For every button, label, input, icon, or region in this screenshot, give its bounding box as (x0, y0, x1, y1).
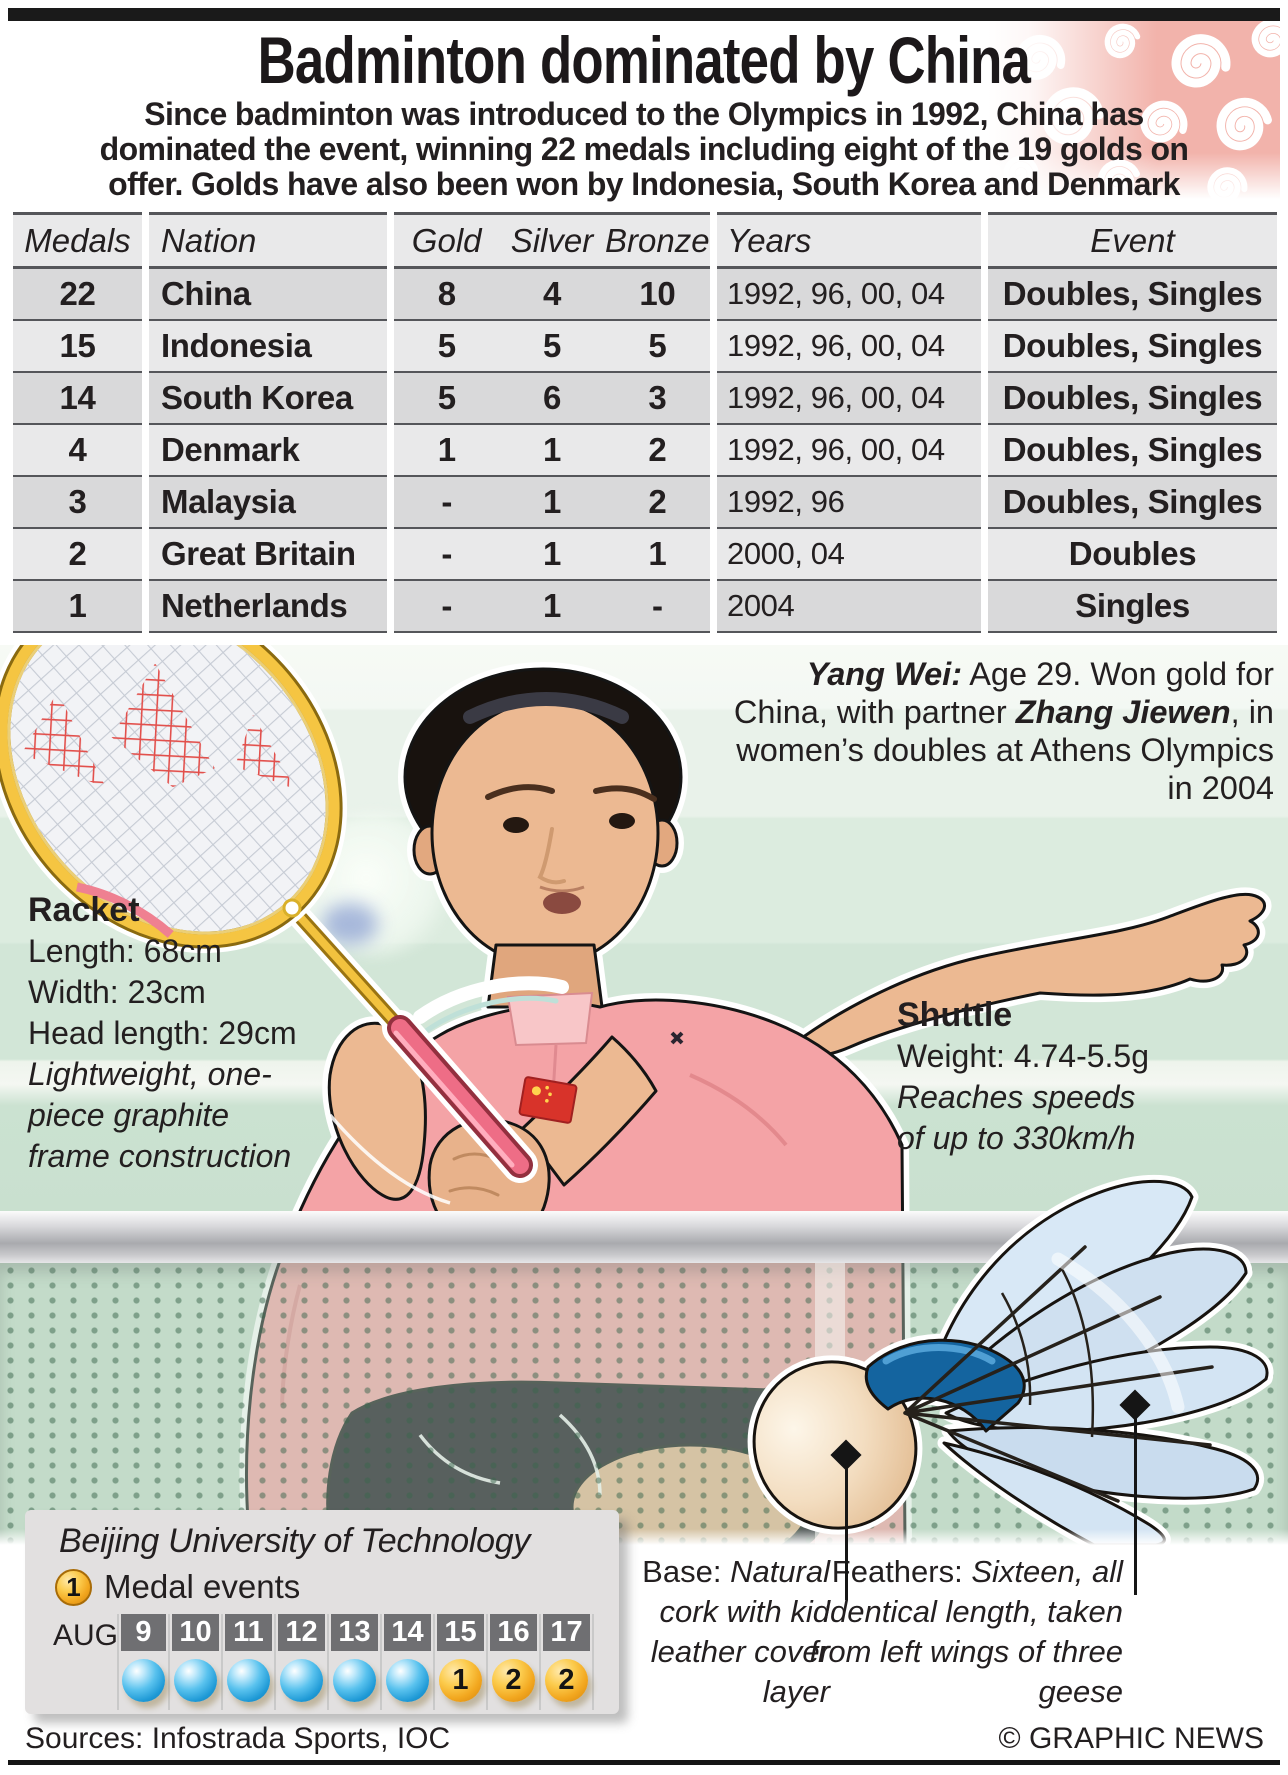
table-cell: 1992, 96, 00, 04 (717, 269, 981, 321)
player-name: Yang Wei: (806, 656, 963, 692)
table-header-nation: Nation (149, 212, 387, 269)
play-day-ball (174, 1658, 217, 1702)
table-cell: 15 (13, 321, 142, 373)
swirl-fade-bottom (988, 21, 1280, 199)
table-cell: 1992, 96 (717, 477, 981, 529)
medal-event-icon: 1 (55, 1568, 92, 1606)
medal-table: Medals Nation Gold Silver Bronze Years E… (13, 212, 1277, 633)
table-cell: Indonesia (149, 321, 387, 373)
feathers-leader-line (1134, 1405, 1137, 1595)
table-cell: 4 (13, 425, 142, 477)
bottom-rule (8, 1760, 1280, 1765)
play-day-ball (333, 1658, 376, 1702)
play-day-ball (280, 1658, 323, 1702)
table-cell: 2004 (717, 581, 981, 633)
venue-name: Beijing University of Technology (59, 1522, 531, 1560)
table-cell: South Korea (149, 373, 387, 425)
play-day-ball (386, 1658, 429, 1702)
intro-line: Since badminton was introduced to the Ol… (144, 96, 1144, 132)
table-cell: 1 (13, 581, 142, 633)
table-header-bronze: Bronze (605, 222, 710, 259)
table-cell: 2000, 04 (717, 529, 981, 581)
play-day-ball (227, 1658, 270, 1702)
table-cell: Doubles, Singles (988, 321, 1277, 373)
credit-text: © GRAPHIC NEWS (998, 1722, 1264, 1755)
month-label: AUG (53, 1619, 119, 1652)
intro-line: dominated the event, winning 22 medals i… (99, 131, 1189, 167)
intro-text: Since badminton was introduced to the Ol… (8, 97, 1280, 202)
table-header-silver: Silver (510, 222, 594, 259)
base-caption: Base: Natural cork with kid leather cove… (642, 1554, 830, 1709)
table-cell: Doubles, Singles (988, 477, 1277, 529)
table-cell: Netherlands (149, 581, 387, 633)
calendar-day: 11 (223, 1614, 276, 1710)
table-cell: 8 4 10 (394, 269, 710, 321)
medal-day-ball: 2 (492, 1658, 535, 1702)
table-header-gold: Gold (411, 222, 482, 259)
calendar-day: 17 2 (541, 1614, 594, 1710)
play-day-ball (122, 1658, 165, 1702)
racket-label: Racket Length: 68cm Width: 23cm Head len… (28, 890, 318, 1177)
table-cell: 22 (13, 269, 142, 321)
partner-name: Zhang Jiewen (1015, 694, 1231, 730)
sources-text: Sources: Infostrada Sports, IOC (25, 1722, 451, 1755)
table-cell: Singles (988, 581, 1277, 633)
player-caption: Yang Wei: Age 29. Won gold for China, wi… (733, 656, 1274, 806)
medal-events-legend: 1 Medal events (55, 1568, 300, 1606)
table-cell: Great Britain (149, 529, 387, 581)
racket-illustration (0, 645, 538, 1183)
racket-label-title: Racket (28, 891, 140, 929)
table-header-event: Event (988, 212, 1277, 269)
table-cell: 14 (13, 373, 142, 425)
table-cell: -1- (394, 581, 710, 633)
page-title-text: Badminton dominated by China (257, 23, 1031, 97)
table-cell: Doubles, Singles (988, 425, 1277, 477)
table-cell: 1992, 96, 00, 04 (717, 321, 981, 373)
table-cell: Denmark (149, 425, 387, 477)
table-cell: Doubles (988, 529, 1277, 581)
china-flag-patch (518, 1076, 578, 1124)
shuttle-label-title: Shuttle (897, 996, 1013, 1034)
table-cell: 1992, 96, 00, 04 (717, 373, 981, 425)
calendar-day: 15 1 (435, 1614, 488, 1710)
table-cell: Doubles, Singles (988, 373, 1277, 425)
calendar-day: 9 (117, 1614, 170, 1710)
top-rule (8, 8, 1280, 21)
intro-line: offer. Golds have also been won by Indon… (108, 166, 1180, 202)
table-header-medals: Medals (13, 212, 142, 269)
calendar-days: 9 10 11 12 13 (117, 1614, 594, 1710)
table-cell: 2 (13, 529, 142, 581)
table-cell: 1992, 96, 00, 04 (717, 425, 981, 477)
cloud-swirl-decoration (988, 21, 1280, 199)
calendar-day: 16 2 (488, 1614, 541, 1710)
table-header-years: Years (717, 212, 981, 269)
page-title: Badminton dominated by China (0, 22, 1288, 98)
shuttle-label: Shuttle Weight: 4.74-5.5g Reaches speeds… (897, 995, 1277, 1159)
calendar-day: 14 (382, 1614, 435, 1710)
table-cell: Malaysia (149, 477, 387, 529)
medal-day-ball: 1 (439, 1658, 482, 1702)
table-header-gsb: Gold Silver Bronze (394, 212, 710, 269)
base-leader-line (845, 1455, 848, 1600)
calendar-day: 12 (276, 1614, 329, 1710)
medal-day-ball: 2 (545, 1658, 588, 1702)
court-photo-section: Yang Wei: Age 29. Won gold for China, wi… (0, 645, 1288, 1545)
shuttlecock-illustration (0, 645, 1288, 1545)
table-cell: Doubles, Singles (988, 269, 1277, 321)
table-cell: China (149, 269, 387, 321)
calendar-day: 13 (329, 1614, 382, 1710)
schedule-box: Beijing University of Technology 1 Medal… (25, 1510, 619, 1714)
event-calendar: AUG 9 10 11 12 13 (53, 1614, 594, 1710)
calendar-day: 10 (170, 1614, 223, 1710)
feathers-caption: Feathers: Sixteen, all identical length,… (809, 1554, 1123, 1709)
table-cell: 3 (13, 477, 142, 529)
